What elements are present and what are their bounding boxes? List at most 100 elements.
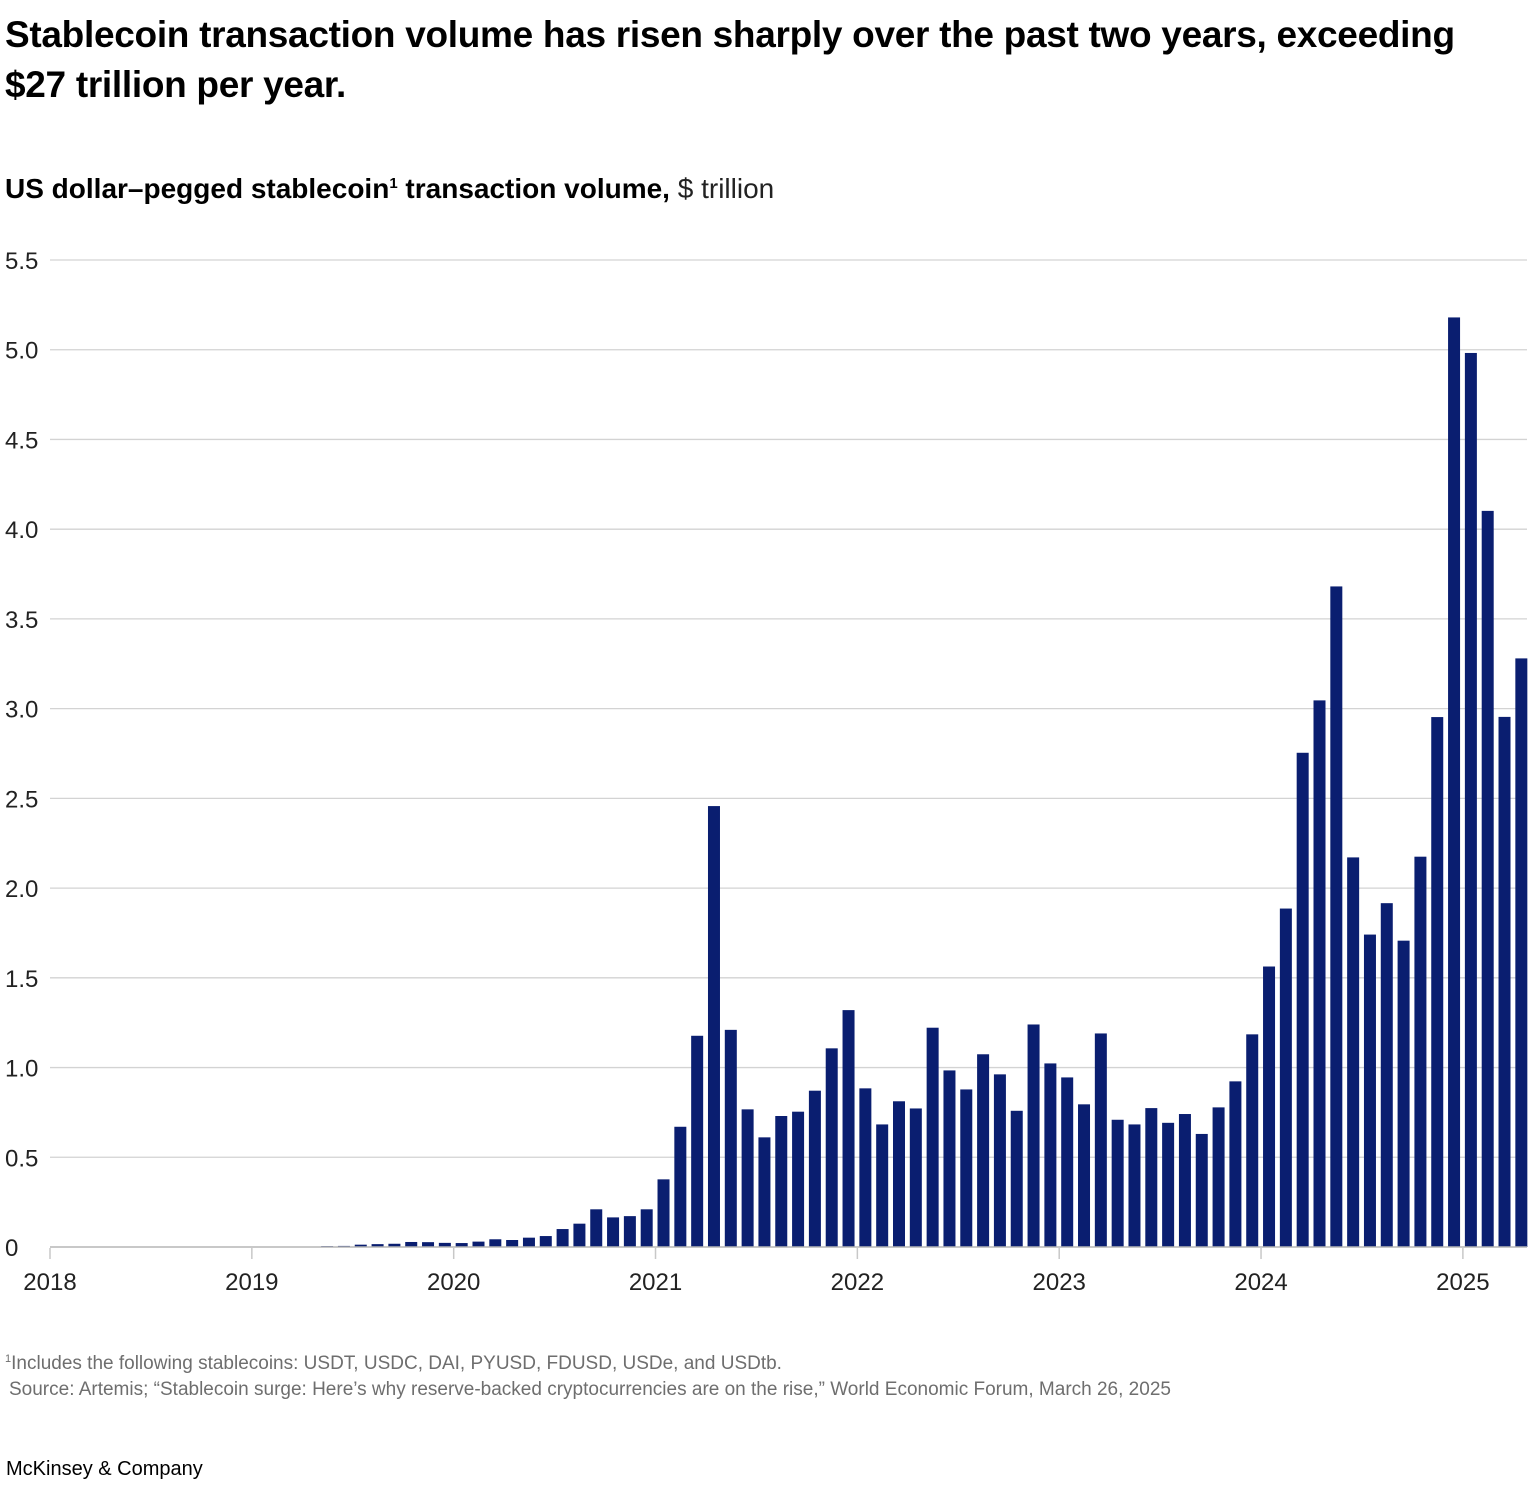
bar-2019-10: 2019-10: 0.028: [405, 1241, 418, 1247]
y-tick-label: 4.5: [5, 427, 38, 454]
y-tick-label: 0: [5, 1235, 18, 1262]
bar-2020-08: 2020-08: 0.13: [573, 1223, 586, 1247]
bar-2025-03: 2025-03: 2.954: [1498, 716, 1511, 1247]
bar-2022-05: 2022-05: 1.222: [926, 1027, 939, 1247]
bar-2021-12: 2021-12: 1.32: [842, 1010, 855, 1247]
bar-2024-07: 2024-07: 1.741: [1363, 934, 1376, 1247]
bar-2020-06: 2020-06: 0.061: [539, 1236, 552, 1247]
bar-2021-03: 2021-03: 1.177: [691, 1035, 704, 1247]
bar-2023-11: 2023-11: 0.923: [1229, 1081, 1242, 1247]
bar-2025-04: 2025-04: 3.28: [1515, 658, 1528, 1247]
x-tick-label: 2025: [1436, 1269, 1489, 1296]
bar-2021-02: 2021-02: 0.67: [674, 1126, 687, 1247]
bar-2021-07: 2021-07: 0.611: [758, 1137, 771, 1247]
bar-2023-04: 2023-04: 0.709: [1111, 1119, 1124, 1247]
chart-headline: Stablecoin transaction volume has risen …: [5, 14, 1455, 105]
x-tick-label: 2021: [629, 1269, 682, 1296]
bar-2022-04: 2022-04: 0.772: [909, 1108, 922, 1247]
subtitle-measure-text: US dollar–pegged stablecoin: [5, 173, 390, 204]
bar-2020-11: 2020-11: 0.172: [623, 1216, 636, 1247]
bar-2024-01: 2024-01: 1.563: [1263, 966, 1276, 1247]
brand-logo: McKinsey & Company: [6, 1458, 203, 1480]
x-axis-labels: 2018 2019 2020 2021 2022 2023 2024 2025: [23, 1248, 1490, 1296]
bar-2025-01: 2025-01: 4.982: [1464, 352, 1477, 1248]
y-tick-label: 1.5: [5, 966, 38, 993]
bar-2024-06: 2024-06: 2.171: [1347, 857, 1360, 1247]
footnote-1-marker: 1: [5, 1353, 12, 1365]
bar-2023-07: 2023-07: 0.692: [1162, 1122, 1175, 1247]
bar-2022-11: 2022-11: 1.24: [1027, 1024, 1040, 1247]
subtitle-unit: $ trillion: [669, 173, 775, 204]
bar-2021-01: 2021-01: 0.377: [657, 1179, 670, 1247]
bar-2020-07: 2020-07: 0.1: [556, 1229, 569, 1247]
bar-2019-08: 2019-08: 0.016: [371, 1244, 384, 1247]
bar-2024-11: 2024-11: 2.953: [1431, 717, 1444, 1247]
y-tick-label: 3.5: [5, 607, 38, 634]
gridlines: [50, 259, 1527, 1158]
source-note: Source: Artemis; “Stablecoin surge: Here…: [9, 1379, 1171, 1400]
y-axis-labels: 0 0.5 1.0 1.5 2.0 2.5 3.0 3.5 4.0 4.5 5.0 5.5: [5, 248, 38, 1262]
bar-2021-08: 2021-08: 0.73: [775, 1116, 788, 1247]
bar-2021-06: 2021-06: 0.767: [741, 1109, 754, 1247]
bar-2019-07: 2019-07: 0.013: [354, 1244, 367, 1247]
bar-2024-09: 2024-09: 1.707: [1397, 940, 1410, 1247]
bar-2023-03: 2023-03: 1.19: [1094, 1033, 1107, 1247]
bar-2019-11: 2019-11: 0.027: [422, 1242, 435, 1247]
bar-2023-12: 2023-12: 1.185: [1246, 1034, 1259, 1247]
bar-2021-04: 2021-04: 2.457: [707, 806, 720, 1247]
bar-2022-03: 2022-03: 0.812: [893, 1101, 905, 1247]
bar-2024-08: 2024-08: 1.916: [1380, 903, 1393, 1247]
x-tick-label: 2020: [427, 1269, 480, 1296]
bar-2023-06: 2023-06: 0.774: [1145, 1108, 1158, 1247]
bar-2020-01: 2020-01: 0.022: [455, 1243, 468, 1247]
y-tick-label: 0.5: [5, 1145, 38, 1172]
bar-2023-10: 2023-10: 0.778: [1212, 1107, 1225, 1247]
footnote-marker: 1: [389, 175, 398, 192]
bar-2022-09: 2022-09: 0.962: [993, 1074, 1006, 1247]
bar-2024-10: 2024-10: 2.175: [1414, 856, 1427, 1247]
footnote-1-text: Includes the following stablecoins: USDT…: [11, 1353, 782, 1374]
footnotes: 1Includes the following stablecoins: USD…: [5, 1346, 1171, 1403]
footnote-1: 1Includes the following stablecoins: USD…: [5, 1346, 1171, 1377]
bar-2024-05: 2024-05: 3.681: [1330, 586, 1343, 1247]
subtitle-measure-text-2: transaction volume,: [397, 173, 670, 204]
y-tick-label: 3.0: [5, 697, 38, 724]
y-tick-label: 2.0: [5, 876, 38, 903]
bar-2024-12: 2024-12: 5.18: [1448, 317, 1461, 1247]
y-tick-label: 4.0: [5, 517, 38, 544]
x-tick-label: 2022: [831, 1269, 884, 1296]
bar-2019-12: 2019-12: 0.023: [438, 1242, 451, 1247]
bar-2021-09: 2021-09: 0.754: [792, 1111, 805, 1247]
bar-2022-10: 2022-10: 0.759: [1010, 1110, 1023, 1247]
bar-2020-02: 2020-02: 0.03: [472, 1241, 485, 1247]
bar-2024-03: 2024-03: 2.754: [1296, 752, 1309, 1247]
y-tick-label: 2.5: [5, 786, 38, 813]
bar-2021-10: 2021-10: 0.871: [808, 1090, 821, 1247]
bar-2020-05: 2020-05: 0.052: [522, 1237, 535, 1247]
bar-2021-11: 2021-11: 1.107: [825, 1048, 838, 1247]
bar-2022-01: 2022-01: 0.884: [859, 1088, 872, 1247]
x-tick-label: 2018: [23, 1269, 76, 1296]
bar-2025-02: 2025-02: 4.102: [1481, 510, 1494, 1247]
bar-2023-02: 2023-02: 0.795: [1078, 1104, 1091, 1247]
x-tick-label: 2019: [225, 1269, 278, 1296]
bar-2022-02: 2022-02: 0.683: [876, 1124, 889, 1247]
y-tick-label: 5.5: [5, 248, 38, 275]
x-tick-label: 2023: [1033, 1269, 1086, 1296]
bar-2020-03: 2020-03: 0.043: [489, 1239, 502, 1247]
bar-2023-05: 2023-05: 0.683: [1128, 1124, 1141, 1247]
y-tick-label: 1.0: [5, 1056, 38, 1083]
bar-2020-12: 2020-12: 0.21: [640, 1209, 653, 1247]
bar-2022-08: 2022-08: 1.074: [977, 1054, 990, 1247]
bar-2020-10: 2020-10: 0.165: [607, 1217, 620, 1247]
bars: 2019-05: 0.0052019-06: 0.0062019-07: 0.0…: [321, 317, 1528, 1248]
bar-2023-08: 2023-08: 0.741: [1178, 1114, 1191, 1247]
bar-2020-09: 2020-09: 0.21: [590, 1209, 603, 1247]
subtitle-measure: US dollar–pegged stablecoin1 transaction…: [5, 173, 670, 204]
bar-2021-05: 2021-05: 1.21: [724, 1029, 737, 1247]
bar-2019-09: 2019-09: 0.018: [388, 1243, 401, 1247]
bar-2023-09: 2023-09: 0.63: [1195, 1133, 1208, 1247]
bar-2020-04: 2020-04: 0.039: [506, 1240, 519, 1247]
bar-chart: 0 0.5 1.0 1.5 2.0 2.5 3.0 3.5 4.0 4.5 5.0 5.5 2019-…: [5, 248, 1528, 1296]
bar-2024-02: 2024-02: 1.886: [1279, 908, 1292, 1247]
